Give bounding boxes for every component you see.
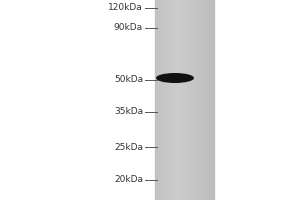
Bar bbox=[158, 0, 160, 200]
Bar bbox=[183, 0, 184, 200]
Bar bbox=[193, 0, 195, 200]
Bar bbox=[157, 0, 159, 200]
Bar bbox=[201, 0, 203, 200]
Bar bbox=[200, 0, 202, 200]
Bar bbox=[198, 0, 200, 200]
Bar bbox=[186, 0, 188, 200]
Bar bbox=[168, 0, 169, 200]
Bar bbox=[181, 0, 182, 200]
Bar bbox=[160, 0, 161, 200]
Text: 120kDa: 120kDa bbox=[108, 3, 143, 12]
Text: 25kDa: 25kDa bbox=[114, 142, 143, 152]
Text: 50kDa: 50kDa bbox=[114, 75, 143, 84]
Bar bbox=[155, 0, 157, 200]
Bar bbox=[172, 0, 174, 200]
Bar bbox=[161, 0, 163, 200]
Bar bbox=[204, 0, 206, 200]
Bar bbox=[190, 0, 191, 200]
Bar bbox=[164, 0, 166, 200]
Bar bbox=[191, 0, 193, 200]
Bar bbox=[192, 0, 194, 200]
Bar bbox=[176, 0, 178, 200]
Bar bbox=[208, 0, 210, 200]
Text: 20kDa: 20kDa bbox=[114, 176, 143, 184]
Bar bbox=[197, 0, 198, 200]
Bar bbox=[165, 0, 167, 200]
Bar bbox=[206, 0, 208, 200]
Bar bbox=[174, 0, 175, 200]
Bar bbox=[167, 0, 168, 200]
Text: 90kDa: 90kDa bbox=[114, 23, 143, 32]
Bar bbox=[196, 0, 197, 200]
Bar bbox=[178, 0, 180, 200]
Bar bbox=[175, 0, 176, 200]
Bar bbox=[179, 0, 181, 200]
Bar bbox=[189, 0, 190, 200]
Bar bbox=[182, 0, 183, 200]
Bar bbox=[162, 0, 164, 200]
Bar bbox=[202, 0, 204, 200]
Bar bbox=[205, 0, 206, 200]
Bar bbox=[171, 0, 173, 200]
Bar bbox=[199, 0, 201, 200]
Bar bbox=[184, 0, 186, 200]
Ellipse shape bbox=[156, 73, 194, 83]
Bar bbox=[209, 0, 211, 200]
Bar bbox=[185, 0, 187, 200]
Bar bbox=[170, 0, 172, 200]
Bar bbox=[211, 0, 212, 200]
Bar bbox=[177, 0, 179, 200]
Bar bbox=[163, 0, 165, 200]
Bar bbox=[156, 0, 158, 200]
Text: 35kDa: 35kDa bbox=[114, 108, 143, 116]
Bar bbox=[169, 0, 171, 200]
Bar bbox=[207, 0, 209, 200]
Bar bbox=[188, 0, 189, 200]
Bar bbox=[212, 0, 214, 200]
Bar bbox=[194, 0, 196, 200]
